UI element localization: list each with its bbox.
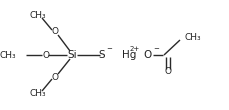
Text: O: O xyxy=(51,28,58,37)
Text: O: O xyxy=(42,50,49,60)
Text: S: S xyxy=(98,50,105,60)
Text: CH₃: CH₃ xyxy=(184,34,201,42)
Text: O: O xyxy=(51,72,58,82)
Text: CH₃: CH₃ xyxy=(0,50,16,60)
Text: CH₃: CH₃ xyxy=(30,89,46,97)
Text: −: − xyxy=(152,46,158,52)
Text: 2+: 2+ xyxy=(129,46,140,52)
Text: O: O xyxy=(143,50,151,60)
Text: O: O xyxy=(164,68,171,76)
Text: Hg: Hg xyxy=(121,50,136,60)
Text: CH₃: CH₃ xyxy=(30,10,46,19)
Text: Si: Si xyxy=(67,50,76,60)
Text: −: − xyxy=(106,46,111,52)
